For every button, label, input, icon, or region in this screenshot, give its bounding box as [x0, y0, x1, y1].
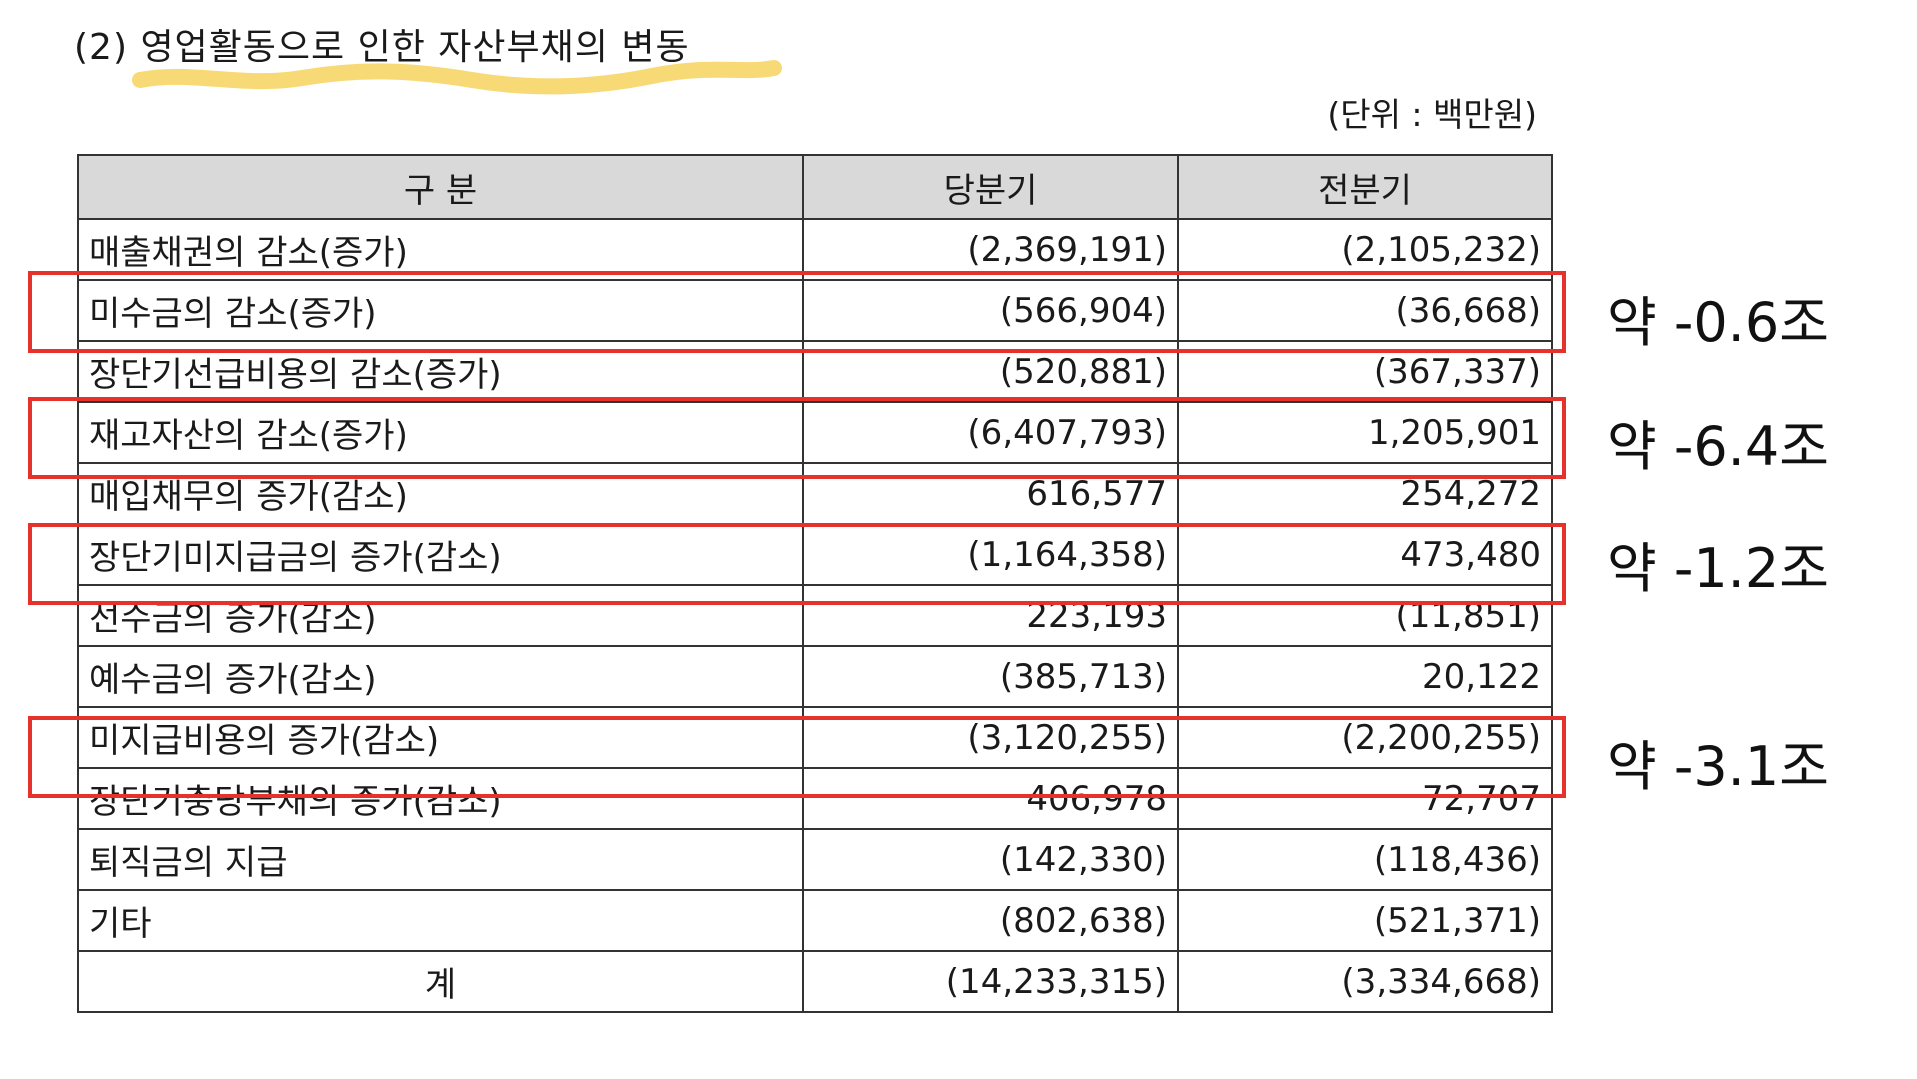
unit-note: (단위 : 백만원) [1327, 95, 1537, 134]
header-category: 구 분 [77, 154, 804, 220]
row-label: 장단기충당부채의 증가(감소) [77, 767, 804, 830]
row-label: 장단기미지급금의 증가(감소) [77, 523, 804, 586]
row-label: 퇴직금의 지급 [77, 828, 804, 891]
current-value: (566,904) [802, 279, 1179, 342]
row-label: 선수금의 증가(감소) [77, 584, 804, 647]
table-row: 매입채무의 증가(감소) 616,577 254,272 [77, 462, 1553, 525]
row-label: 장단기선급비용의 감소(증가) [77, 340, 804, 403]
annotation-payables: 약 -1.2조 [1607, 537, 1829, 600]
table-row: 장단기미지급금의 증가(감소) (1,164,358) 473,480 [77, 523, 1553, 586]
row-label: 기타 [77, 889, 804, 952]
previous-value: 72,707 [1177, 767, 1553, 830]
previous-value: 20,122 [1177, 645, 1553, 708]
previous-value: (2,105,232) [1177, 218, 1553, 281]
row-label: 매출채권의 감소(증가) [77, 218, 804, 281]
header-previous-quarter: 전분기 [1177, 154, 1553, 220]
table-row: 기타 (802,638) (521,371) [77, 889, 1553, 952]
previous-value: (2,200,255) [1177, 706, 1553, 769]
section-title: (2) 영업활동으로 인한 자산부채의 변동 [74, 27, 690, 68]
row-label: 재고자산의 감소(증가) [77, 401, 804, 464]
previous-value: (367,337) [1177, 340, 1553, 403]
annotation-inventory: 약 -6.4조 [1607, 415, 1829, 478]
annotation-receivables: 약 -0.6조 [1607, 291, 1829, 354]
table-row: 예수금의 증가(감소) (385,713) 20,122 [77, 645, 1553, 708]
table-row: 퇴직금의 지급 (142,330) (118,436) [77, 828, 1553, 891]
table-row: 미수금의 감소(증가) (566,904) (36,668) [77, 279, 1553, 342]
total-row: 계 (14,233,315) (3,334,668) [77, 950, 1553, 1013]
current-value: (3,120,255) [802, 706, 1179, 769]
previous-value: (118,436) [1177, 828, 1553, 891]
current-value: 406,978 [802, 767, 1179, 830]
header-current-quarter: 당분기 [802, 154, 1179, 220]
current-value: (2,369,191) [802, 218, 1179, 281]
table-row: 선수금의 증가(감소) 223,193 (11,851) [77, 584, 1553, 647]
previous-value: (36,668) [1177, 279, 1553, 342]
title-highlight-stroke [132, 60, 782, 95]
current-value: (520,881) [802, 340, 1179, 403]
table-row: 장단기선급비용의 감소(증가) (520,881) (367,337) [77, 340, 1553, 403]
table-row: 장단기충당부채의 증가(감소) 406,978 72,707 [77, 767, 1553, 830]
total-current-value: (14,233,315) [802, 950, 1179, 1013]
current-value: 223,193 [802, 584, 1179, 647]
previous-value: (521,371) [1177, 889, 1553, 952]
row-label: 미지급비용의 증가(감소) [77, 706, 804, 769]
table-row: 재고자산의 감소(증가) (6,407,793) 1,205,901 [77, 401, 1553, 464]
row-label: 미수금의 감소(증가) [77, 279, 804, 342]
current-value: (1,164,358) [802, 523, 1179, 586]
total-previous-value: (3,334,668) [1177, 950, 1553, 1013]
asset-liability-change-table: 구 분 당분기 전분기 매출채권의 감소(증가) (2,369,191) (2,… [77, 154, 1553, 1013]
annotation-accrued-expenses: 약 -3.1조 [1607, 735, 1829, 798]
table-header-row: 구 분 당분기 전분기 [77, 154, 1553, 220]
previous-value: 254,272 [1177, 462, 1553, 525]
current-value: (6,407,793) [802, 401, 1179, 464]
current-value: (385,713) [802, 645, 1179, 708]
row-label: 예수금의 증가(감소) [77, 645, 804, 708]
previous-value: 473,480 [1177, 523, 1553, 586]
table-row: 미지급비용의 증가(감소) (3,120,255) (2,200,255) [77, 706, 1553, 769]
previous-value: 1,205,901 [1177, 401, 1553, 464]
current-value: (142,330) [802, 828, 1179, 891]
row-label: 매입채무의 증가(감소) [77, 462, 804, 525]
previous-value: (11,851) [1177, 584, 1553, 647]
current-value: (802,638) [802, 889, 1179, 952]
table-row: 매출채권의 감소(증가) (2,369,191) (2,105,232) [77, 218, 1553, 281]
current-value: 616,577 [802, 462, 1179, 525]
total-label: 계 [77, 950, 804, 1013]
